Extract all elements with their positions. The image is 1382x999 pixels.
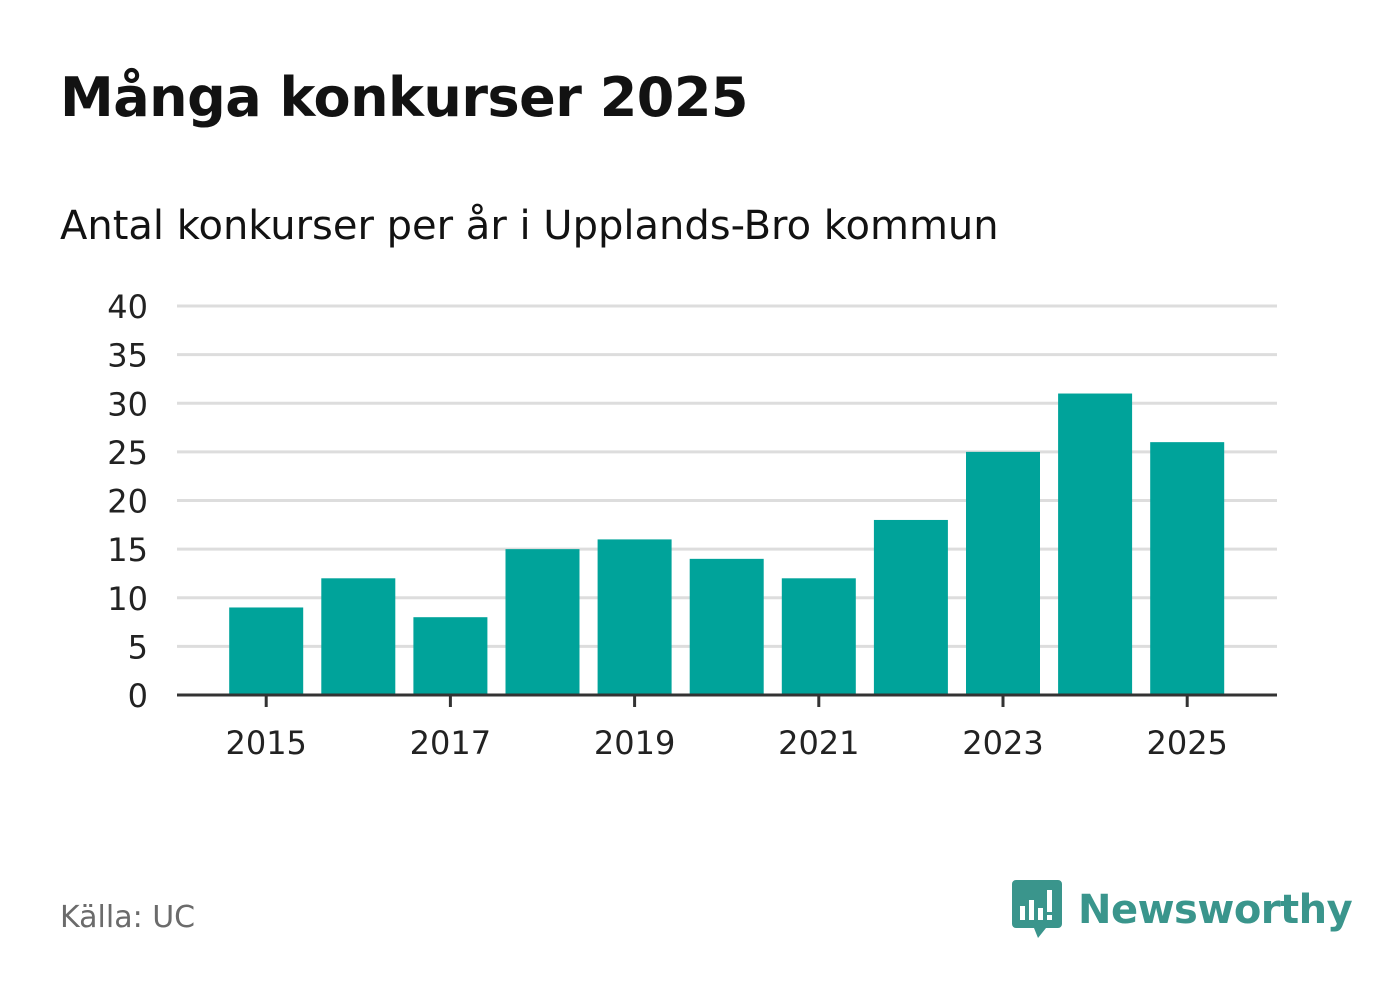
bar-2020[interactable] (689, 558, 764, 695)
bar-2021[interactable] (781, 578, 856, 695)
y-tick-label: 10 (107, 580, 148, 618)
bar-2019[interactable] (597, 539, 672, 695)
y-tick-label: 20 (107, 483, 148, 521)
bar-2024[interactable] (1058, 393, 1133, 695)
brand-name: Newsworthy (1078, 887, 1353, 933)
bar-2018[interactable] (505, 549, 580, 695)
bars (229, 393, 1225, 695)
y-tick-label: 15 (107, 531, 148, 569)
bar-2023[interactable] (966, 451, 1040, 695)
x-tick-label: 2025 (1146, 724, 1227, 762)
bar-2025[interactable] (1150, 442, 1225, 695)
chart-subtitle: Antal konkurser per år i Upplands-Bro ko… (60, 203, 999, 249)
x-tick-label: 2023 (962, 724, 1043, 762)
brand-logo[interactable]: Newsworthy (1012, 880, 1353, 940)
source-note: Källa: UC (60, 900, 196, 935)
bar-2017[interactable] (413, 617, 488, 695)
bar-2015[interactable] (229, 607, 304, 695)
x-tick-label: 2017 (410, 724, 491, 762)
axes (177, 693, 1277, 707)
y-tick-label: 0 (128, 677, 148, 715)
y-tick-label: 35 (107, 337, 148, 375)
bar-2016[interactable] (321, 578, 396, 695)
newsworthy-logo-icon (1012, 880, 1062, 938)
y-tick-label: 5 (128, 628, 148, 666)
x-tick-label: 2019 (594, 724, 675, 762)
y-tick-label: 40 (107, 288, 148, 326)
bar-2022[interactable] (873, 519, 948, 695)
chart-title: Många konkurser 2025 (60, 66, 749, 129)
y-tick-label: 30 (107, 385, 148, 423)
x-tick-label: 2015 (225, 724, 306, 762)
x-tick-label: 2021 (778, 724, 859, 762)
y-tick-label: 25 (107, 434, 148, 472)
